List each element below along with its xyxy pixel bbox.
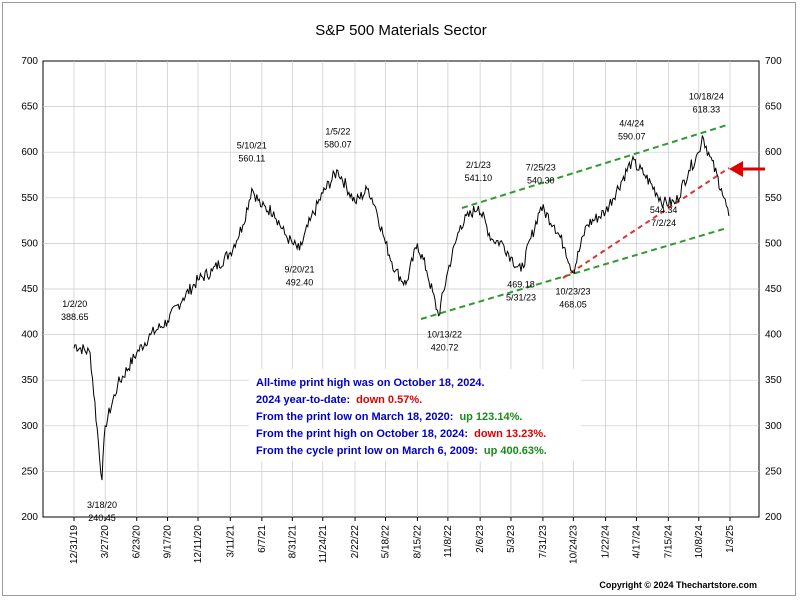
annotation-label: 420.72 <box>431 343 459 353</box>
y-tick-label-left: 250 <box>21 466 38 477</box>
x-tick-label: 12/31/19 <box>69 525 80 564</box>
info-line-2-label: 2024 year-to-date: <box>256 394 350 406</box>
annotation-label: 544.34 <box>650 205 678 215</box>
annotation-label: 540.30 <box>527 176 555 186</box>
info-line-4: From the print high on October 18, 2024:… <box>256 428 546 440</box>
annotation-label: 541.10 <box>465 173 493 183</box>
info-box: All-time print high was on October 18, 2… <box>249 369 581 461</box>
annotation-label: 10/23/23 <box>555 287 590 297</box>
annotation-label: 10/13/22 <box>427 330 462 340</box>
y-tick-label-right: 400 <box>765 330 782 341</box>
y-tick-label-left: 450 <box>21 284 38 295</box>
annotation-label: 1/2/20 <box>62 299 87 309</box>
y-tick-label-left: 550 <box>21 193 38 204</box>
annotations: 1/2/20 388.65 3/18/20 240.45 5/10/21 560.11 9/… <box>61 91 724 523</box>
y-tick-label-right: 650 <box>765 102 782 113</box>
info-line-3: From the print low on March 18, 2020: up … <box>256 411 522 423</box>
annotation-label: 240.45 <box>88 513 116 523</box>
y-tick-label-left: 700 <box>21 56 38 67</box>
x-tick-label: 2/6/23 <box>475 525 486 553</box>
copyright: Copyright © 2024 Thechartstore.com <box>599 580 757 590</box>
y-tick-label-right: 300 <box>765 421 782 432</box>
annotation-label: 388.65 <box>61 312 89 322</box>
x-tick-label: 1/3/25 <box>725 525 736 553</box>
x-tick-label: 2/22/22 <box>350 525 361 559</box>
info-line-4-label: From the print high on October 18, 2024: <box>256 428 468 440</box>
y-tick-label-right: 550 <box>765 193 782 204</box>
x-tick-label: 11/8/22 <box>443 525 454 558</box>
x-tick-label: 12/11/20 <box>193 525 204 564</box>
upper-channel-line <box>461 124 728 209</box>
y-tick-label-right: 250 <box>765 466 782 477</box>
trend-channel <box>420 124 730 320</box>
y-axis-right: 200 250 300 350 400 450 500 550 600 650 700 <box>765 56 782 523</box>
x-tick-label: 7/15/24 <box>663 525 674 559</box>
y-tick-label-right: 700 <box>765 56 782 67</box>
y-tick-label-right: 500 <box>765 238 782 249</box>
chart-title: S&P 500 Materials Sector <box>315 22 486 39</box>
annotation-label: 5/31/23 <box>506 293 536 303</box>
info-line-2: 2024 year-to-date: down 0.57%. <box>256 394 422 406</box>
x-tick-label: 5/3/23 <box>506 525 517 553</box>
annotation-label: 1/5/22 <box>325 126 350 136</box>
x-axis: 12/31/19 3/27/20 6/23/20 9/17/20 12/11/20 3/1… <box>69 517 736 564</box>
lower-channel-line <box>420 227 728 320</box>
y-tick-label-right: 450 <box>765 284 782 295</box>
x-tick-label: 4/17/24 <box>631 525 642 559</box>
info-line-4-value: down 13.23%. <box>474 428 546 440</box>
annotation-label: 3/18/20 <box>87 500 117 510</box>
price-series-line <box>73 135 730 481</box>
x-tick-label: 7/31/23 <box>538 525 549 559</box>
info-line-3-label: From the print low on March 18, 2020: <box>256 411 453 423</box>
x-tick-label: 10/24/23 <box>568 525 579 564</box>
chart-svg: S&P 500 Materials Sector 200 250 300 350 400… <box>21 22 782 590</box>
y-tick-label-left: 400 <box>21 330 38 341</box>
annotation-label: 7/25/23 <box>526 163 556 173</box>
red-arrow <box>729 161 765 177</box>
annotation-label: 7/2/24 <box>651 218 676 228</box>
annotation-label: 4/4/24 <box>619 118 644 128</box>
chart-frame: S&P 500 Materials Sector 200 250 300 350 400… <box>2 2 796 596</box>
annotation-label: 560.11 <box>238 154 265 164</box>
y-tick-label-left: 300 <box>21 421 38 432</box>
y-tick-label-right: 350 <box>765 375 782 386</box>
annotation-label: 469.18 <box>507 280 535 290</box>
y-tick-label-left: 500 <box>21 238 38 249</box>
info-line-5-label: From the cycle print low on March 6, 200… <box>256 445 478 457</box>
x-tick-label: 8/31/21 <box>287 525 298 559</box>
annotation-label: 5/10/21 <box>237 141 267 151</box>
info-line-2-value: down 0.57%. <box>356 394 422 406</box>
y-tick-label-left: 600 <box>21 147 38 158</box>
x-tick-label: 1/22/24 <box>601 525 612 559</box>
annotation-label: 468.05 <box>559 300 587 310</box>
grid <box>43 61 759 517</box>
x-tick-label: 3/27/20 <box>100 525 111 559</box>
x-tick-label: 6/23/20 <box>132 525 143 559</box>
x-tick-label: 11/24/21 <box>318 525 329 564</box>
y-tick-label-left: 200 <box>21 512 38 523</box>
info-line-1: All-time print high was on October 18, 2… <box>256 377 485 389</box>
x-tick-label: 10/8/24 <box>694 525 705 559</box>
info-line-5: From the cycle print low on March 6, 200… <box>256 445 547 457</box>
y-tick-label-right: 600 <box>765 147 782 158</box>
y-tick-label-right: 200 <box>765 512 782 523</box>
info-line-5-value: up 400.63%. <box>484 445 547 457</box>
red-trendline <box>562 167 730 279</box>
annotation-label: 9/20/21 <box>284 264 314 274</box>
x-tick-label: 6/7/21 <box>257 525 268 553</box>
x-tick-label: 9/17/20 <box>163 525 174 559</box>
annotation-label: 492.40 <box>286 277 314 287</box>
info-line-3-value: up 123.14%. <box>459 411 522 423</box>
y-tick-label-left: 650 <box>21 102 38 113</box>
x-tick-label: 8/15/22 <box>412 525 423 559</box>
annotation-label: 10/18/24 <box>689 91 724 101</box>
y-axis-left: 200 250 300 350 400 450 500 550 600 650 700 <box>21 56 38 523</box>
annotation-label: 618.33 <box>693 104 721 114</box>
x-tick-label: 5/18/22 <box>381 525 392 559</box>
annotation-label: 590.07 <box>618 131 646 141</box>
y-tick-label-left: 350 <box>21 375 38 386</box>
annotation-label: 580.07 <box>324 139 352 149</box>
x-tick-label: 3/11/21 <box>225 525 236 558</box>
annotation-label: 2/1/23 <box>466 160 491 170</box>
